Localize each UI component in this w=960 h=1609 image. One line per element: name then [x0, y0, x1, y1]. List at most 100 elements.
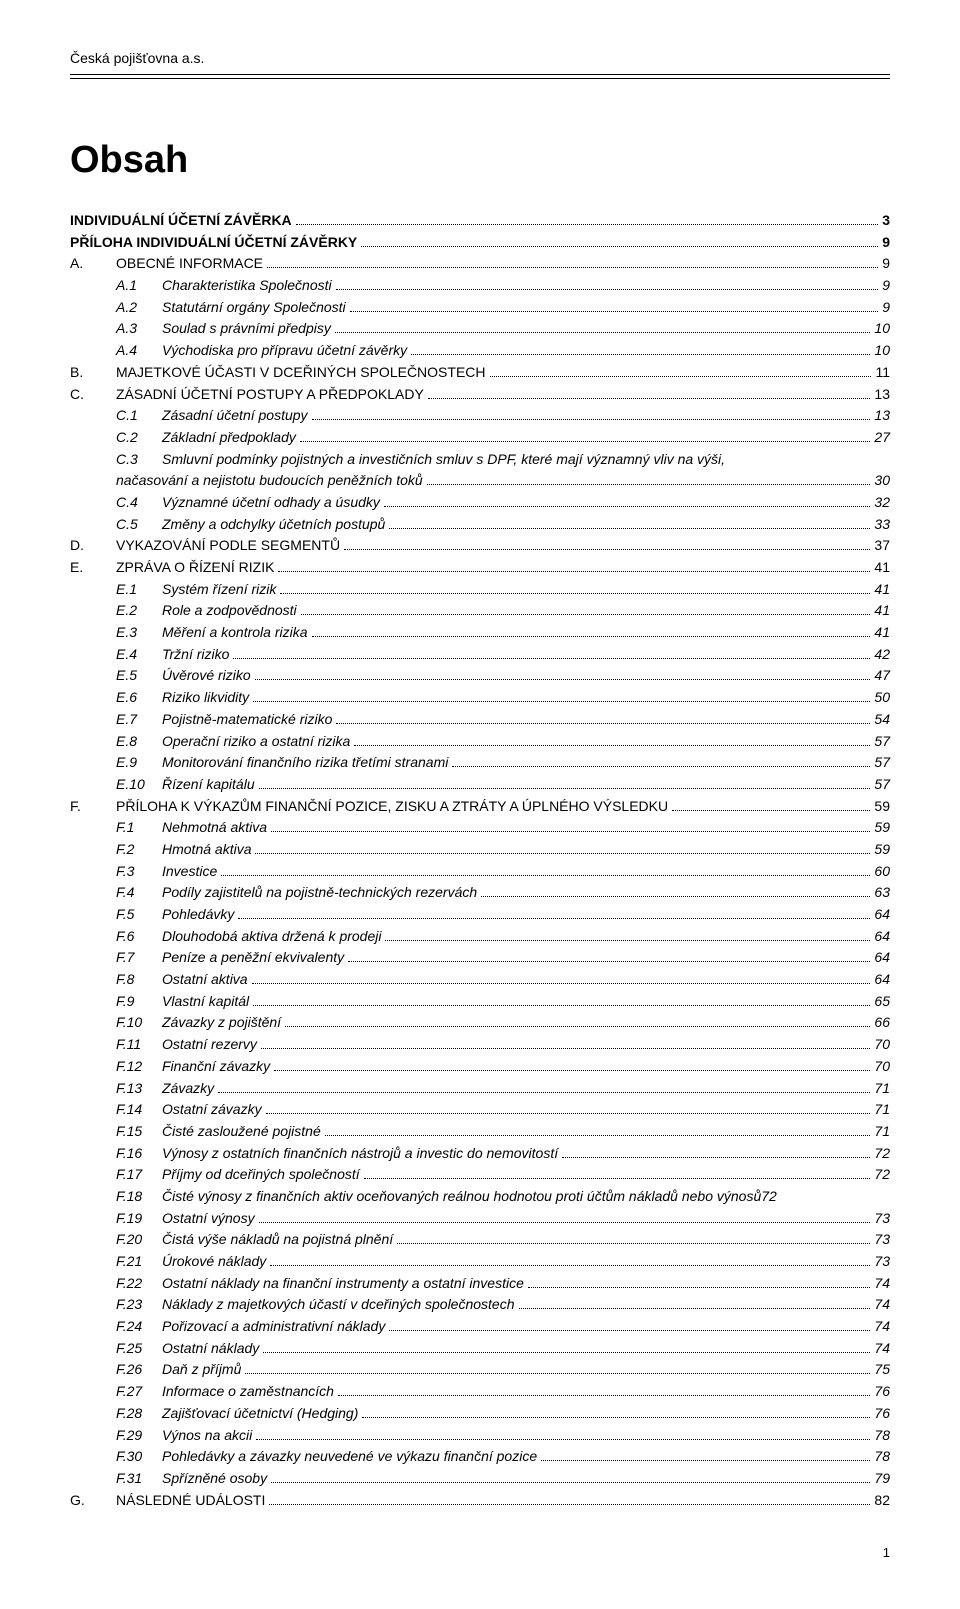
toc-number: F.23 [116, 1294, 162, 1316]
toc-page: 47 [874, 665, 890, 687]
toc-text: INDIVIDUÁLNÍ ÚČETNÍ ZÁVĚRKA [70, 210, 292, 232]
toc-number: F.20 [116, 1229, 162, 1251]
toc-page: 65 [874, 991, 890, 1013]
toc-text: Ostatní náklady [162, 1338, 259, 1360]
toc-page: 41 [874, 600, 890, 622]
toc-row: F.30Pohledávky a závazky neuvedené ve vý… [70, 1446, 890, 1468]
toc-number: C.5 [116, 514, 162, 536]
toc-page: 10 [874, 340, 890, 362]
toc-row: F.19Ostatní výnosy73 [70, 1208, 890, 1230]
table-of-contents: INDIVIDUÁLNÍ ÚČETNÍ ZÁVĚRKA3PŘÍLOHA INDI… [70, 210, 890, 1511]
toc-leader-dots [490, 365, 872, 377]
toc-number: F.13 [116, 1078, 162, 1100]
toc-number: F.16 [116, 1143, 162, 1165]
toc-row: A.3Soulad s právními předpisy10 [70, 318, 890, 340]
toc-leader-dots [519, 1297, 871, 1309]
toc-number: F.1 [116, 817, 162, 839]
toc-number: F.30 [116, 1446, 162, 1468]
toc-text: Role a zodpovědnosti [162, 600, 297, 622]
toc-page: 11 [875, 362, 890, 384]
toc-leader-dots [245, 1362, 870, 1374]
toc-text: MAJETKOVÉ ÚČASTI V DCEŘINÝCH SPOLEČNOSTE… [116, 362, 486, 384]
toc-page: 70 [874, 1056, 890, 1078]
toc-leader-dots [312, 625, 871, 637]
toc-number: F. [70, 796, 116, 818]
toc-leader-dots [364, 1167, 871, 1179]
toc-page: 75 [874, 1359, 890, 1381]
toc-row: C.3Smluvní podmínky pojistných a investi… [70, 449, 890, 492]
toc-page: 72 [874, 1164, 890, 1186]
toc-row: F.4Podíly zajistitelů na pojistně-techni… [70, 882, 890, 904]
toc-row: F.28Zajišťovací účetnictví (Hedging)76 [70, 1403, 890, 1425]
toc-text: Statutární orgány Společnosti [162, 297, 346, 319]
toc-leader-dots [255, 842, 870, 854]
toc-page: 57 [874, 731, 890, 753]
toc-leader-dots [271, 1471, 870, 1483]
toc-number: A.1 [116, 275, 162, 297]
toc-row: F.6Dlouhodobá aktiva držená k prodeji64 [70, 926, 890, 948]
toc-row: F.29Výnos na akcii78 [70, 1425, 890, 1447]
toc-leader-dots [267, 256, 878, 268]
toc-row: F.23Náklady z majetkových účastí v dceři… [70, 1294, 890, 1316]
toc-number: B. [70, 362, 116, 384]
toc-number: F.3 [116, 861, 162, 883]
toc-leader-dots [397, 1232, 870, 1244]
toc-row: F.31Spřízněné osoby79 [70, 1468, 890, 1490]
toc-number: A.4 [116, 340, 162, 362]
toc-number: F.8 [116, 969, 162, 991]
toc-page: 74 [874, 1316, 890, 1338]
toc-number: F.31 [116, 1468, 162, 1490]
toc-row: E.5Úvěrové riziko47 [70, 665, 890, 687]
toc-leader-dots [350, 300, 879, 312]
toc-number: E.4 [116, 644, 162, 666]
toc-row: F.18Čisté výnosy z finančních aktiv oceň… [70, 1186, 890, 1208]
toc-text: Nehmotná aktiva [162, 817, 267, 839]
toc-number: F.22 [116, 1273, 162, 1295]
header-rule-top [70, 74, 890, 75]
toc-row: F.9Vlastní kapitál65 [70, 991, 890, 1013]
toc-row: E.9Monitorování finančního rizika třetím… [70, 752, 890, 774]
toc-page: 30 [874, 470, 890, 492]
toc-page: 64 [874, 969, 890, 991]
toc-page: 50 [874, 687, 890, 709]
toc-number: F.26 [116, 1359, 162, 1381]
toc-page: 70 [874, 1034, 890, 1056]
toc-text: OBECNÉ INFORMACE [116, 253, 263, 275]
toc-number: F.5 [116, 904, 162, 926]
toc-number: G. [70, 1490, 116, 1512]
toc-text: Čisté zasloužené pojistné [162, 1121, 321, 1143]
toc-number: C.1 [116, 405, 162, 427]
toc-row: F.13Závazky71 [70, 1078, 890, 1100]
toc-row: E.ZPRÁVA O ŘÍZENÍ RIZIK41 [70, 557, 890, 579]
toc-page: 82 [874, 1490, 890, 1512]
toc-number: F.14 [116, 1099, 162, 1121]
toc-number: F.6 [116, 926, 162, 948]
toc-leader-dots [301, 603, 871, 615]
toc-row: C.5Změny a odchylky účetních postupů33 [70, 514, 890, 536]
toc-number: D. [70, 535, 116, 557]
toc-text: Náklady z majetkových účastí v dceřiných… [162, 1294, 515, 1316]
toc-page: 64 [874, 926, 890, 948]
toc-row: F.3Investice60 [70, 861, 890, 883]
toc-leader-dots [270, 1254, 870, 1266]
toc-text: Příjmy od dceřiných společností [162, 1164, 360, 1186]
toc-page: 33 [874, 514, 890, 536]
toc-leader-dots [385, 929, 870, 941]
toc-leader-dots [312, 408, 871, 420]
toc-row: F.1Nehmotná aktiva59 [70, 817, 890, 839]
toc-leader-dots [256, 1427, 870, 1439]
toc-page: 72 [874, 1143, 890, 1165]
toc-text: Ostatní závazky [162, 1099, 262, 1121]
toc-page: 10 [874, 318, 890, 340]
toc-page: 73 [874, 1251, 890, 1273]
toc-leader-dots [285, 1015, 870, 1027]
toc-leader-dots [562, 1145, 870, 1157]
toc-row: F.5Pohledávky64 [70, 904, 890, 926]
toc-leader-dots [261, 1037, 871, 1049]
toc-row: C.ZÁSADNÍ ÚČETNÍ POSTUPY A PŘEDPOKLADY13 [70, 384, 890, 406]
toc-row: E.4Tržní riziko42 [70, 644, 890, 666]
toc-row: F.16Výnosy z ostatních finančních nástro… [70, 1143, 890, 1165]
toc-leader-dots [354, 733, 870, 745]
toc-leader-dots [384, 495, 871, 507]
toc-text: Základní předpoklady [162, 427, 296, 449]
